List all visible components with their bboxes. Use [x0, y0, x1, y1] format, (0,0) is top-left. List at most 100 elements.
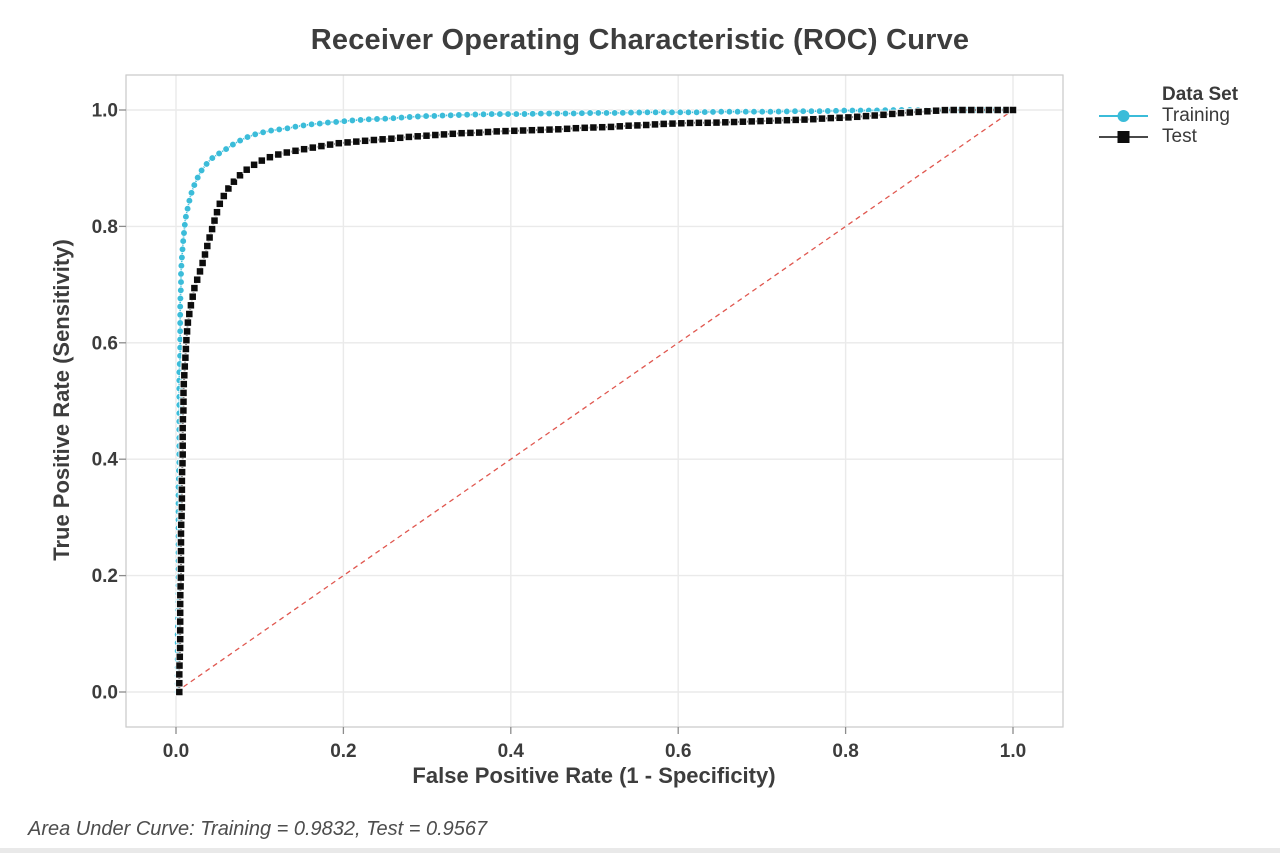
training-data-marker: [365, 115, 373, 123]
test-data-marker: [181, 344, 191, 354]
test-data-marker: [914, 107, 923, 117]
test-data-marker: [176, 617, 185, 626]
training-data-marker: [208, 154, 216, 162]
test-data-marker: [633, 121, 642, 130]
plot-border: [125, 74, 1064, 728]
auc-footnote: Area Under Curve: Training = 0.9832, Tes…: [28, 818, 488, 840]
test-data-marker: [195, 267, 205, 276]
series-test-curve[interactable]: [175, 105, 1018, 697]
training-data-marker: [291, 123, 300, 131]
training-data-marker: [267, 126, 275, 135]
legend-item-training[interactable]: Training: [1098, 105, 1238, 126]
test-data-marker: [817, 114, 827, 123]
training-data-marker: [176, 294, 185, 303]
test-data-marker: [193, 275, 202, 284]
training-data-marker: [570, 109, 578, 118]
test-data-marker: [265, 153, 275, 162]
training-data-marker: [668, 108, 676, 116]
test-data-marker: [235, 171, 245, 180]
training-data-marker: [832, 107, 840, 115]
training-data-marker: [635, 108, 643, 117]
test-data-marker: [967, 105, 976, 115]
test-data-marker: [176, 626, 185, 635]
test-data-marker: [896, 108, 906, 118]
test-data-marker: [182, 336, 191, 345]
series-training-curve[interactable]: [174, 106, 1017, 696]
test-data-marker: [844, 113, 853, 122]
test-data-marker: [182, 327, 192, 336]
test-data-marker: [180, 371, 189, 380]
test-data-marker: [870, 111, 879, 120]
training-data-marker: [799, 107, 807, 115]
training-data-marker: [187, 189, 196, 197]
training-data-marker: [717, 108, 725, 116]
training-data-marker: [692, 108, 701, 116]
test-data-marker: [518, 126, 528, 135]
test-data-marker: [282, 148, 291, 157]
training-data-marker: [236, 136, 244, 145]
test-data-marker: [257, 156, 266, 165]
training-data-marker: [553, 109, 561, 118]
test-data-marker: [404, 132, 414, 142]
test-data-marker: [466, 128, 475, 138]
test-data-marker: [343, 138, 352, 147]
training-data-marker: [348, 116, 357, 125]
training-data-marker: [627, 108, 635, 117]
test-data-marker: [492, 127, 501, 136]
test-data-marker: [219, 191, 228, 201]
test-data-marker: [756, 116, 765, 126]
test-data-marker: [325, 140, 335, 149]
training-data-marker: [397, 113, 406, 122]
test-data-marker: [545, 125, 554, 134]
y-tick-label: 0.2: [92, 566, 118, 587]
training-data-marker: [422, 112, 430, 120]
y-tick-label: 0.0: [92, 683, 118, 704]
y-tick-label: 0.8: [92, 217, 118, 238]
test-data-marker: [598, 123, 607, 132]
training-data-marker: [758, 108, 766, 116]
training-data-marker: [176, 319, 184, 327]
training-data-marker: [215, 149, 223, 158]
training-data-marker: [194, 173, 202, 182]
test-data-marker: [185, 309, 194, 319]
legend[interactable]: Data Set Training Test: [1098, 84, 1238, 147]
test-data-marker: [317, 141, 326, 151]
training-data-marker: [561, 109, 570, 118]
training-data-marker: [176, 302, 184, 311]
legend-item-test[interactable]: Test: [1098, 126, 1238, 147]
training-data-marker: [316, 119, 324, 128]
test-data-marker: [536, 125, 545, 135]
training-data-marker: [602, 109, 611, 117]
chart-title: Receiver Operating Characteristic (ROC) …: [310, 24, 970, 56]
training-data-marker: [742, 108, 750, 116]
test-data-marker: [765, 116, 774, 125]
test-data-marker: [431, 130, 440, 140]
legend-item-label: Training: [1162, 105, 1230, 126]
test-data-marker: [177, 520, 186, 529]
training-data-marker: [202, 160, 211, 168]
test-data-marker: [178, 415, 188, 424]
test-data-marker: [809, 115, 818, 124]
training-data-marker: [537, 109, 545, 118]
training-data-marker: [177, 278, 185, 286]
training-data-marker: [177, 286, 185, 294]
training-data-marker: [676, 108, 684, 116]
test-data-marker: [835, 113, 844, 122]
training-data-marker: [243, 133, 252, 141]
test-data-marker: [888, 109, 897, 119]
training-data-marker: [179, 237, 187, 245]
test-data-marker: [177, 503, 187, 512]
training-data-marker: [578, 109, 586, 117]
x-tick-label: 0.6: [665, 741, 691, 762]
test-data-marker: [677, 119, 686, 128]
test-data-marker: [175, 679, 184, 688]
test-data-marker: [712, 118, 721, 127]
training-data-marker: [725, 108, 734, 116]
training-data-marker: [299, 121, 308, 130]
test-data-marker: [180, 362, 189, 371]
test-data-marker: [439, 130, 449, 139]
test-data-marker: [178, 459, 187, 468]
training-data-marker: [178, 253, 186, 262]
training-data-marker: [733, 108, 742, 116]
